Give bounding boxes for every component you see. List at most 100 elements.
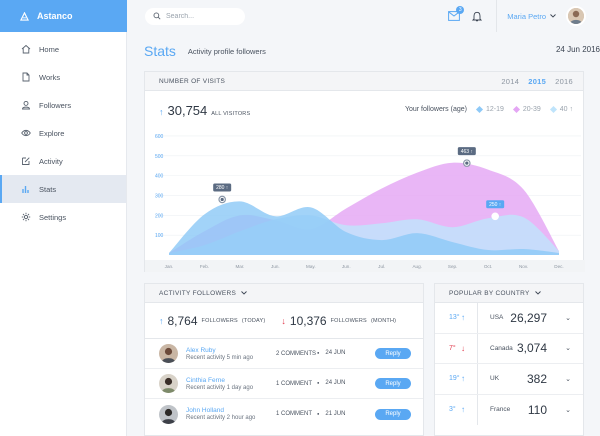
- list-item: John Holland Recent activity 2 hour ago 1…: [145, 399, 423, 429]
- bell-icon[interactable]: [472, 11, 483, 22]
- sidebar-item-home[interactable]: Home: [0, 35, 126, 63]
- country-row-usa[interactable]: 13° ↑ USA 26,297 ⌄: [435, 303, 583, 334]
- followers-month-label: FOLLOWERS: [330, 317, 367, 324]
- brand[interactable]: Astanco: [0, 0, 127, 32]
- follower-name[interactable]: Alex Ruby: [186, 346, 216, 354]
- activity-date: 24 JUN: [317, 350, 345, 357]
- country-temp: 7°: [449, 344, 456, 352]
- follower-name[interactable]: John Holland: [186, 407, 224, 414]
- sidebar-item-works[interactable]: Works: [0, 63, 126, 91]
- followers-month-period: (MONTH): [370, 317, 397, 324]
- country-value: 3,074: [516, 341, 547, 356]
- data-label-bg: [457, 147, 476, 156]
- legend-swatch: [512, 105, 520, 114]
- sidebar-item-followers[interactable]: Followers: [0, 91, 126, 119]
- reply-button[interactable]: Reply: [375, 348, 411, 359]
- activity-date: 24 JUN: [317, 380, 345, 387]
- follower-activity: Recent activity 1 day ago: [186, 384, 254, 391]
- data-point-core: [220, 197, 224, 202]
- followers-summary: ↑ 8,764 FOLLOWERS (TODAY) ↓ 10,376 FOLLO…: [145, 303, 423, 339]
- y-tick-label: 400: [155, 174, 164, 180]
- country-name: France: [490, 406, 511, 414]
- search-box[interactable]: [145, 7, 245, 25]
- y-tick-label: 200: [155, 213, 164, 219]
- country-card-header[interactable]: POPULAR BY COUNTRY: [435, 284, 583, 303]
- mail-button[interactable]: 3: [448, 6, 465, 21]
- sidebar-item-activity[interactable]: Activity: [0, 147, 126, 175]
- country-header-title: POPULAR BY COUNTRY: [449, 289, 530, 297]
- y-tick-label: 100: [155, 233, 164, 239]
- y-tick-label: 300: [155, 193, 164, 199]
- year-2016[interactable]: 2016: [555, 77, 573, 86]
- avatar[interactable]: [159, 344, 178, 363]
- legend-label: 40 ↑: [559, 106, 573, 113]
- visits-total: ↑ 30,754 ALL VISITORS: [159, 103, 250, 118]
- sidebar-item-label: Activity: [39, 156, 63, 166]
- country-row-france[interactable]: 3° ↑ France 110 ⌄: [435, 395, 583, 426]
- comment-count: 1 COMMENT: [276, 380, 312, 387]
- x-tick-label: Jun.: [271, 264, 280, 269]
- chevron-down-icon[interactable]: ⌄: [565, 406, 571, 414]
- top-bar: 3 Maria Petro: [127, 0, 600, 32]
- sidebar-item-explore[interactable]: Explore: [0, 119, 126, 147]
- avatar[interactable]: [566, 6, 586, 26]
- country-value: 382: [526, 371, 547, 386]
- mail-badge: 3: [456, 6, 465, 14]
- x-tick-label: Dec.: [554, 264, 563, 269]
- search-input[interactable]: [166, 12, 236, 20]
- page-date: 24 Jun 2016: [555, 45, 600, 54]
- reply-button[interactable]: Reply: [375, 408, 411, 420]
- visits-card: NUMBER OF VISITS 2014 2015 2016 ↑ 30,754…: [144, 71, 585, 272]
- sidebar-item-label: Home: [39, 44, 60, 54]
- sidebar: Home Works Followers Explore Activity St…: [0, 32, 127, 436]
- year-2015[interactable]: 2015: [528, 77, 547, 86]
- x-tick-label: Oct.: [484, 264, 492, 269]
- year-2014[interactable]: 2014: [501, 77, 520, 86]
- data-label: 250 ↑: [489, 202, 501, 208]
- chevron-down-icon[interactable]: ⌄: [565, 345, 571, 353]
- followers-today-label: FOLLOWERS: [201, 317, 238, 324]
- chart-legend: Your followers (age) 12-19 20-39 40 ↑: [405, 105, 573, 114]
- followers-today-value: 8,764: [167, 313, 198, 328]
- legend-swatch: [475, 105, 483, 114]
- followers-card-header[interactable]: ACTIVITY FOLLOWERS: [145, 284, 423, 303]
- sidebar-item-settings[interactable]: Settings: [0, 203, 126, 231]
- followers-header-title: ACTIVITY FOLLOWERS: [159, 289, 237, 297]
- data-label: 463 ↑: [461, 149, 473, 155]
- edit-icon: [21, 156, 31, 166]
- arrow-down-icon: ↓: [461, 343, 465, 353]
- x-axis-band: [145, 260, 585, 272]
- sidebar-item-label: Works: [39, 72, 61, 82]
- avatar[interactable]: [159, 374, 178, 393]
- arrow-up-icon: ↑: [461, 374, 465, 384]
- data-point-core: [493, 214, 497, 218]
- followers-month-value: 10,376: [289, 313, 327, 328]
- divider: [496, 0, 498, 32]
- data-label-bg: [486, 200, 505, 209]
- legend-item-12-19[interactable]: 12-19: [475, 105, 504, 114]
- user-menu[interactable]: Maria Petro: [507, 12, 556, 21]
- arrow-up-icon: ↑: [461, 313, 465, 323]
- data-label-bg: [213, 183, 232, 192]
- home-icon: [21, 44, 31, 54]
- chevron-down-icon[interactable]: ⌄: [565, 314, 571, 322]
- followers-today-period: (TODAY): [241, 317, 266, 324]
- country-temp: 19°: [449, 375, 460, 383]
- country-row-uk[interactable]: 19° ↑ UK 382 ⌄: [435, 364, 583, 395]
- sidebar-item-stats[interactable]: Stats: [0, 175, 126, 203]
- comment-count: 1 COMMENT: [276, 411, 312, 417]
- reply-button[interactable]: Reply: [375, 378, 411, 389]
- country-name: Canada: [490, 344, 513, 352]
- sidebar-item-label: Stats: [39, 184, 57, 194]
- list-item: Alex Ruby Recent activity 5 min ago 2 COM…: [145, 339, 423, 369]
- visits-header-title: NUMBER OF VISITS: [159, 77, 226, 85]
- legend-item-40[interactable]: 40 ↑: [549, 105, 573, 114]
- avatar[interactable]: [159, 404, 178, 424]
- chevron-down-icon[interactable]: ⌄: [565, 375, 571, 383]
- follower-name[interactable]: Cinthia Ferne: [186, 376, 226, 384]
- x-tick-label: Feb.: [200, 264, 209, 269]
- activity-followers-card: ACTIVITY FOLLOWERS ↑ 8,764 FOLLOWERS (TO…: [144, 283, 424, 436]
- legend-item-20-39[interactable]: 20-39: [512, 105, 541, 114]
- country-row-canada[interactable]: 7° ↓ Canada 3,074 ⌄: [435, 334, 583, 364]
- gear-icon: [21, 212, 31, 222]
